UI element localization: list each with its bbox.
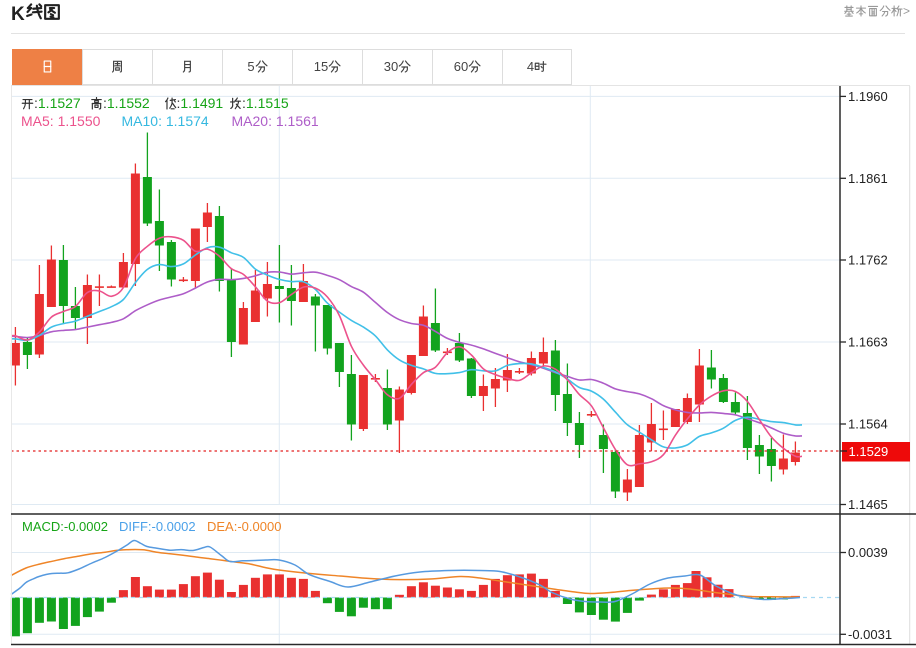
svg-text:1.1960: 1.1960 xyxy=(848,89,888,104)
svg-text:1.1663: 1.1663 xyxy=(848,335,888,350)
svg-text:1.1465: 1.1465 xyxy=(848,497,888,512)
svg-text:1.1529: 1.1529 xyxy=(849,444,889,459)
svg-text:1.1564: 1.1564 xyxy=(848,417,888,432)
svg-text:-0.0031: -0.0031 xyxy=(848,627,892,642)
svg-text:1.1861: 1.1861 xyxy=(848,171,888,186)
svg-text:0.0039: 0.0039 xyxy=(848,545,888,560)
svg-text:1.1762: 1.1762 xyxy=(848,253,888,268)
